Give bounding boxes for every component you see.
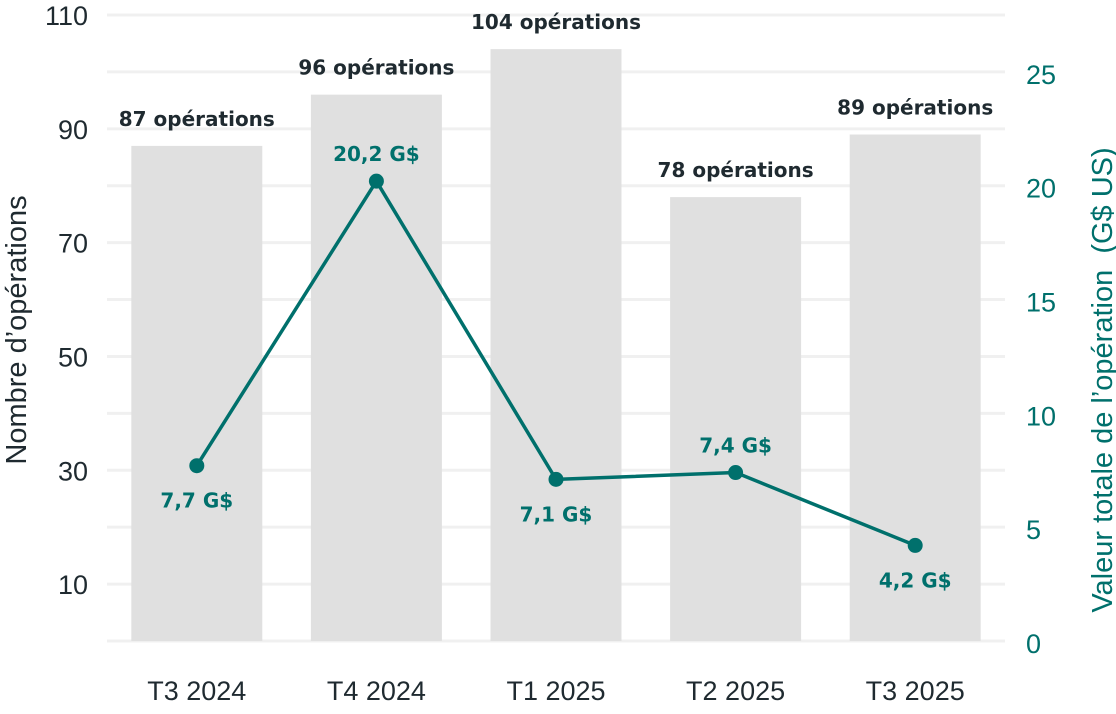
- y-tick-label: 110: [45, 1, 88, 31]
- y2-axis-title: Valeur totale de l’opération (G$ US): [1087, 147, 1116, 612]
- y-tick-label: 30: [58, 456, 88, 486]
- line-point: [368, 173, 384, 189]
- bars: [131, 49, 981, 642]
- y-tick-label: 90: [58, 115, 88, 145]
- y-axis-title: Nombre d’opérations: [1, 195, 33, 464]
- x-tick-label: T1 2025: [506, 676, 605, 706]
- y2-tick-label: 15: [1026, 288, 1056, 318]
- y-tick-label: 70: [58, 229, 88, 259]
- bar: [849, 134, 981, 641]
- y2-tick-label: 20: [1026, 174, 1056, 204]
- bar-label: 78 opérations: [658, 158, 814, 182]
- bar-label: 89 opérations: [837, 96, 993, 120]
- bar-label: 87 opérations: [119, 107, 275, 131]
- line-label: 7,7 G$: [160, 489, 233, 513]
- y2-tick-label: 10: [1026, 401, 1056, 431]
- line-point: [907, 537, 923, 553]
- y2-tick-label: 25: [1026, 60, 1056, 90]
- y2-tick-label: 5: [1026, 515, 1041, 545]
- line-label: 4,2 G$: [879, 568, 952, 592]
- y2-tick-label: 0: [1026, 629, 1041, 659]
- x-tick-label: T2 2025: [686, 676, 785, 706]
- x-tick-label: T3 2025: [866, 676, 965, 706]
- data-labels: 87 opérations 96 opérations 104 opérations…: [119, 10, 993, 592]
- line-label: 7,1 G$: [520, 502, 593, 526]
- line-label: 7,4 G$: [699, 434, 772, 458]
- bar: [490, 49, 622, 642]
- x-tick-label: T4 2024: [327, 676, 426, 706]
- x-tick-label: T3 2024: [147, 676, 246, 706]
- line-point: [728, 465, 744, 481]
- line-label: 20,2 G$: [333, 142, 420, 166]
- line-point: [189, 458, 205, 474]
- y-tick-label: 50: [58, 342, 88, 372]
- axes: 10 30 50 70 90 110 0 5 10 15 20 25 T3 2024 T4 2024 T1 …: [45, 1, 1056, 706]
- bar-label: 96 opérations: [298, 56, 454, 80]
- line-point: [548, 471, 564, 487]
- y-tick-label: 10: [58, 570, 88, 600]
- line-series: [189, 173, 923, 553]
- bar-label: 104 opérations: [471, 10, 641, 34]
- bar: [670, 197, 802, 642]
